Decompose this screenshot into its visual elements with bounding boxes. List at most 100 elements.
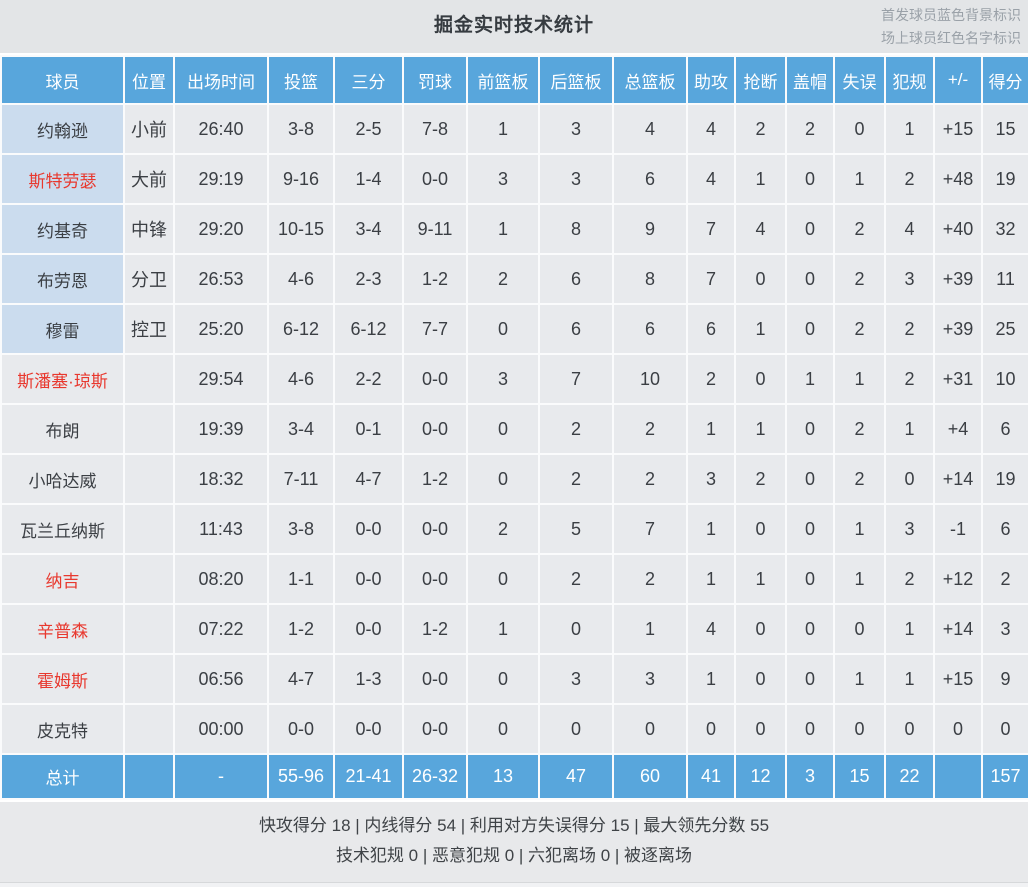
player-row: 约翰逊 小前 26:40 3-8 2-5 7-8 1 3 4 4 2 2 0 1 +15 15 [0,103,1028,155]
stat-cell: 0-0 [333,553,404,605]
player-name: 约翰逊 [0,103,125,155]
stat-cell: 0-0 [402,503,468,555]
stat-cell: 2 [734,453,787,505]
stat-cell: 0 [612,703,688,755]
stat-cell: 11:43 [173,503,269,555]
total-stat-cell: 60 [612,753,688,800]
stat-cell: 1 [734,303,787,355]
stat-cell: 0 [785,253,835,305]
stat-cell: 1-1 [267,553,335,605]
summary-line-1: 快攻得分 18 | 内线得分 54 | 利用对方失误得分 15 | 最大领先分数… [258,816,770,835]
stat-cell: 3 [884,253,935,305]
stat-cell: 2 [981,553,1028,605]
stat-cell: 0 [785,653,835,705]
stat-cell: 2-5 [333,103,404,155]
stat-cell: +39 [933,253,983,305]
stat-cell: 1 [884,103,935,155]
stat-cell: 0 [734,653,787,705]
stat-cell: 3 [686,453,736,505]
stat-cell: 2 [833,403,886,455]
stat-cell: 0 [884,453,935,505]
stat-cell: 0 [833,603,886,655]
stat-cell: 0-0 [333,603,404,655]
total-label: 总计 [0,753,125,800]
player-row: 瓦兰丘纳斯 11:43 3-8 0-0 0-0 2 5 7 1 0 0 1 3 -1 6 [0,503,1028,555]
stat-cell: 1-3 [333,653,404,705]
player-row: 辛普森 07:22 1-2 0-0 1-2 1 0 1 4 0 0 0 1 +14 3 [0,603,1028,655]
total-stat-cell: 47 [538,753,614,800]
stat-cell: 1-2 [402,253,468,305]
total-stat-cell: 26-32 [402,753,468,800]
stat-cell: 0-0 [402,403,468,455]
stat-cell: 0-0 [402,703,468,755]
header-row: 球员 位置 出场时间 投篮 三分 罚球 前篮板 后篮板 总篮板 助攻 抢断 盖帽 失误 犯规 +/- 得分 [0,55,1028,105]
stat-cell: 29:19 [173,153,269,205]
column-header: 盖帽 [785,55,835,105]
stat-cell: +15 [933,653,983,705]
stat-cell: 9 [612,203,688,255]
stat-cell: 0-0 [402,553,468,605]
stat-cell: 1 [686,553,736,605]
player-position [123,453,175,505]
stat-cell: 7 [538,353,614,405]
stat-cell: 2 [466,503,540,555]
stat-cell: 6-12 [267,303,335,355]
player-row: 布劳恩 分卫 26:53 4-6 2-3 1-2 2 6 8 7 0 0 2 3 +39 11 [0,253,1028,305]
player-name: 小哈达威 [0,453,125,505]
player-position [123,653,175,705]
stat-cell: 15 [981,103,1028,155]
stat-cell: 7-8 [402,103,468,155]
stat-cell: 0 [785,553,835,605]
stat-cell: 10 [981,353,1028,405]
stat-cell: 0 [734,353,787,405]
stat-cell: 4 [734,203,787,255]
stat-cell: 6 [612,153,688,205]
stat-cell: 0-0 [267,703,335,755]
column-header: 三分 [333,55,404,105]
stat-cell: 4-7 [267,653,335,705]
stat-cell: 9-11 [402,203,468,255]
stat-cell: 4 [686,153,736,205]
stat-cell: +40 [933,203,983,255]
stat-cell: 1 [833,503,886,555]
stat-cell: 0 [933,703,983,755]
stat-cell: 3 [538,103,614,155]
stat-cell: 00:00 [173,703,269,755]
stat-cell: 0 [538,603,614,655]
player-name: 斯潘塞·琼斯 [0,353,125,405]
stat-cell: 25 [981,303,1028,355]
column-header: 抢断 [734,55,787,105]
column-header: 犯规 [884,55,935,105]
stat-cell: 18:32 [173,453,269,505]
stat-cell: 2 [833,303,886,355]
stat-cell: 2 [538,403,614,455]
stat-cell: 2 [884,553,935,605]
stat-cell: 2 [612,403,688,455]
stat-cell: 4-6 [267,353,335,405]
stat-cell: 0 [785,503,835,555]
stat-cell: 0 [884,703,935,755]
legend-starters-note: 首发球员蓝色背景标识 [881,7,1021,23]
total-stat-cell: 13 [466,753,540,800]
stat-cell: 2-3 [333,253,404,305]
player-position: 大前 [123,153,175,205]
stat-cell: 3 [612,653,688,705]
player-name: 纳吉 [0,553,125,605]
stat-cell: 1 [686,503,736,555]
stat-cell: 1-2 [402,603,468,655]
stat-cell: 8 [612,253,688,305]
stat-cell: +4 [933,403,983,455]
total-stat-cell: 55-96 [267,753,335,800]
stat-cell: 2 [612,453,688,505]
stat-cell: 0 [466,553,540,605]
player-position: 小前 [123,103,175,155]
total-stat-cell: 22 [884,753,935,800]
stat-cell: 4 [686,603,736,655]
column-header: 后篮板 [538,55,614,105]
stat-cell: 10-15 [267,203,335,255]
stat-cell: 2-2 [333,353,404,405]
player-position [123,503,175,555]
stat-cell: 0 [785,703,835,755]
stat-cell: 1 [734,553,787,605]
stat-cell: 1 [734,403,787,455]
